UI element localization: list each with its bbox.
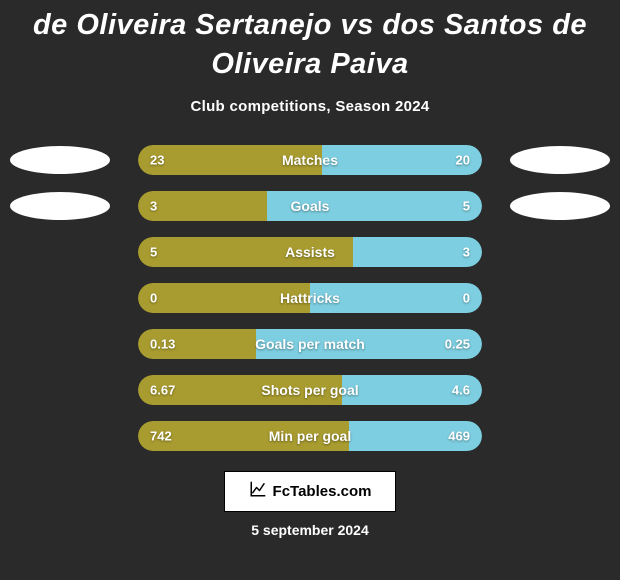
- stat-row: 5 3 Assists: [0, 237, 620, 267]
- stat-row: 3 5 Goals: [0, 191, 620, 221]
- stat-label: Hattricks: [280, 290, 340, 306]
- stat-label: Goals: [291, 198, 330, 214]
- stat-rows: 23 20 Matches 3 5 Goals 5 3 Assists 0 0 Hattricks 0.…: [0, 145, 620, 451]
- comparison-infographic: de Oliveira Sertanejo vs dos Santos de O…: [0, 0, 620, 580]
- stat-row: 0.13 0.25 Goals per match: [0, 329, 620, 359]
- stat-value-left: 6.67: [150, 383, 175, 398]
- stat-row: 0 0 Hattricks: [0, 283, 620, 313]
- stat-label: Assists: [285, 244, 335, 260]
- stat-value-right: 0: [463, 291, 470, 306]
- subtitle: Club competitions, Season 2024: [190, 98, 429, 115]
- player-oval-right: [510, 192, 610, 220]
- stat-value-right: 4.6: [452, 383, 470, 398]
- stat-bar: 23 20 Matches: [138, 145, 482, 175]
- player-oval-right: [510, 146, 610, 174]
- chart-icon: [249, 480, 267, 503]
- stat-label: Matches: [282, 152, 338, 168]
- stat-value-left: 0: [150, 291, 157, 306]
- stat-label: Goals per match: [255, 336, 365, 352]
- player-oval-left: [10, 192, 110, 220]
- stat-row: 742 469 Min per goal: [0, 421, 620, 451]
- stat-label: Min per goal: [269, 428, 351, 444]
- stat-value-left: 0.13: [150, 337, 175, 352]
- brand-badge: FcTables.com: [224, 471, 397, 512]
- stat-bar: 0 0 Hattricks: [138, 283, 482, 313]
- stat-row: 6.67 4.6 Shots per goal: [0, 375, 620, 405]
- stat-label: Shots per goal: [261, 382, 358, 398]
- stat-bar: 6.67 4.6 Shots per goal: [138, 375, 482, 405]
- stat-bar: 742 469 Min per goal: [138, 421, 482, 451]
- stat-value-right: 3: [463, 245, 470, 260]
- brand-text: FcTables.com: [273, 483, 372, 500]
- stat-value-left: 742: [150, 429, 172, 444]
- stat-value-left: 3: [150, 199, 157, 214]
- stat-value-left: 23: [150, 153, 164, 168]
- stat-bar: 3 5 Goals: [138, 191, 482, 221]
- player-oval-left: [10, 146, 110, 174]
- stat-value-right: 0.25: [445, 337, 470, 352]
- page-title: de Oliveira Sertanejo vs dos Santos de O…: [0, 6, 620, 84]
- stat-bar-left: [138, 191, 267, 221]
- date-label: 5 september 2024: [251, 522, 369, 538]
- stat-row: 23 20 Matches: [0, 145, 620, 175]
- stat-value-right: 5: [463, 199, 470, 214]
- stat-bar: 5 3 Assists: [138, 237, 482, 267]
- stat-value-right: 20: [456, 153, 470, 168]
- stat-value-left: 5: [150, 245, 157, 260]
- stat-value-right: 469: [448, 429, 470, 444]
- stat-bar: 0.13 0.25 Goals per match: [138, 329, 482, 359]
